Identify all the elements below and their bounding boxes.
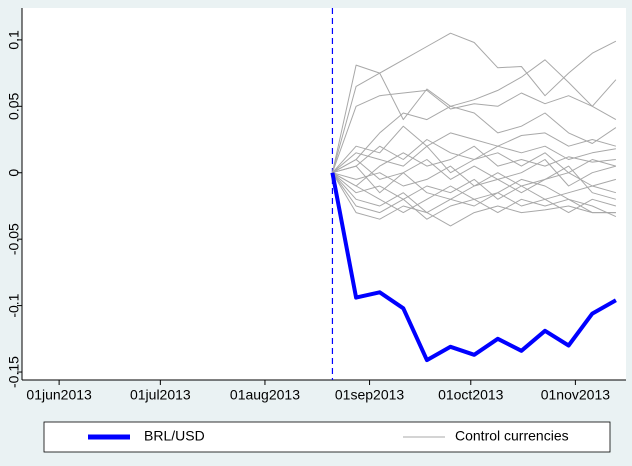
x-tick-label: 01oct2013 <box>438 387 504 403</box>
control-line <box>332 172 617 218</box>
control-line <box>331 79 617 173</box>
control-line <box>332 105 617 174</box>
control-line <box>332 145 616 187</box>
control-line <box>332 125 617 174</box>
y-tick-label: 0 <box>6 169 22 177</box>
control-line <box>332 145 617 174</box>
control-line <box>331 172 616 227</box>
control-line <box>332 159 617 187</box>
y-tick-label: 0.05 <box>6 92 22 119</box>
x-tick-label: 01jul2013 <box>130 387 191 403</box>
control-line <box>332 172 617 214</box>
x-tick-label: 01jun2013 <box>26 387 92 403</box>
legend-label: BRL/USD <box>144 428 205 444</box>
legend <box>43 421 611 453</box>
x-tick-label: 01sep2013 <box>335 387 405 403</box>
legend-label: Control currencies <box>455 428 569 444</box>
y-tick-label: 0.1 <box>6 30 22 50</box>
plot-area <box>22 8 626 380</box>
control-line <box>332 172 617 200</box>
series-line <box>330 172 617 363</box>
control-line <box>331 59 617 173</box>
control-line <box>332 165 617 200</box>
x-tick-label: 01aug2013 <box>230 387 300 403</box>
y-tick-label: -0.05 <box>6 223 22 255</box>
x-tick-label: 01nov2013 <box>541 387 611 403</box>
y-tick-label: -0.15 <box>6 356 22 388</box>
y-tick-label: -0.1 <box>6 293 22 317</box>
